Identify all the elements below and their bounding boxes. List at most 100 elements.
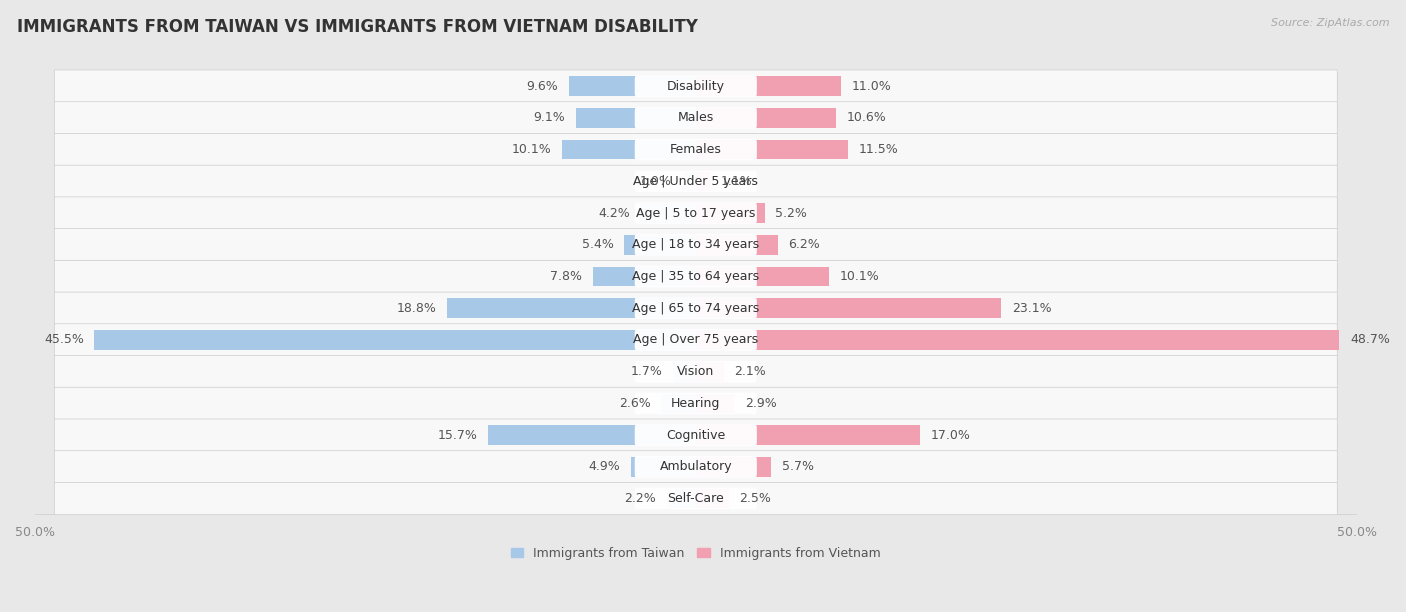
- Bar: [94, 330, 696, 350]
- FancyBboxPatch shape: [55, 229, 1337, 261]
- Text: Hearing: Hearing: [671, 397, 720, 410]
- Text: Cognitive: Cognitive: [666, 428, 725, 442]
- Bar: [696, 140, 848, 160]
- Text: 9.1%: 9.1%: [533, 111, 565, 124]
- Text: 2.1%: 2.1%: [734, 365, 766, 378]
- FancyBboxPatch shape: [55, 197, 1337, 230]
- Text: 2.9%: 2.9%: [745, 397, 776, 410]
- Text: Age | 18 to 34 years: Age | 18 to 34 years: [633, 238, 759, 252]
- Text: 4.2%: 4.2%: [598, 207, 630, 220]
- FancyBboxPatch shape: [634, 393, 756, 414]
- Bar: [624, 235, 696, 255]
- Text: 4.9%: 4.9%: [589, 460, 620, 473]
- Bar: [696, 108, 837, 128]
- FancyBboxPatch shape: [55, 102, 1337, 134]
- Bar: [696, 171, 710, 191]
- Text: 2.2%: 2.2%: [624, 492, 657, 505]
- Text: 17.0%: 17.0%: [931, 428, 972, 442]
- FancyBboxPatch shape: [634, 171, 756, 192]
- FancyBboxPatch shape: [55, 165, 1337, 198]
- Bar: [575, 108, 696, 128]
- Text: 2.5%: 2.5%: [740, 492, 772, 505]
- FancyBboxPatch shape: [55, 133, 1337, 166]
- FancyBboxPatch shape: [634, 297, 756, 319]
- Text: 48.7%: 48.7%: [1350, 334, 1391, 346]
- Bar: [696, 489, 728, 509]
- Bar: [696, 235, 778, 255]
- Text: 11.5%: 11.5%: [858, 143, 898, 156]
- Text: 2.6%: 2.6%: [619, 397, 651, 410]
- Bar: [696, 203, 765, 223]
- Text: IMMIGRANTS FROM TAIWAN VS IMMIGRANTS FROM VIETNAM DISABILITY: IMMIGRANTS FROM TAIWAN VS IMMIGRANTS FRO…: [17, 18, 697, 36]
- Bar: [682, 171, 696, 191]
- FancyBboxPatch shape: [634, 361, 756, 382]
- FancyBboxPatch shape: [55, 70, 1337, 102]
- FancyBboxPatch shape: [55, 292, 1337, 324]
- Text: Age | Under 5 years: Age | Under 5 years: [633, 175, 758, 188]
- Text: Vision: Vision: [678, 365, 714, 378]
- Bar: [696, 362, 724, 381]
- Text: 5.4%: 5.4%: [582, 238, 614, 252]
- FancyBboxPatch shape: [55, 324, 1337, 356]
- FancyBboxPatch shape: [634, 107, 756, 129]
- Text: 11.0%: 11.0%: [852, 80, 891, 92]
- Bar: [696, 299, 1001, 318]
- Bar: [640, 203, 696, 223]
- FancyBboxPatch shape: [55, 450, 1337, 483]
- Bar: [666, 489, 696, 509]
- FancyBboxPatch shape: [55, 356, 1337, 388]
- FancyBboxPatch shape: [634, 488, 756, 509]
- Text: Males: Males: [678, 111, 714, 124]
- Text: 45.5%: 45.5%: [44, 334, 84, 346]
- Text: Age | 5 to 17 years: Age | 5 to 17 years: [636, 207, 755, 220]
- Text: Age | Over 75 years: Age | Over 75 years: [633, 334, 758, 346]
- Bar: [569, 76, 696, 96]
- Text: 10.1%: 10.1%: [512, 143, 551, 156]
- FancyBboxPatch shape: [55, 387, 1337, 420]
- Bar: [696, 394, 734, 413]
- Text: 23.1%: 23.1%: [1012, 302, 1052, 315]
- Text: Age | 65 to 74 years: Age | 65 to 74 years: [633, 302, 759, 315]
- FancyBboxPatch shape: [634, 329, 756, 351]
- Text: Age | 35 to 64 years: Age | 35 to 64 years: [633, 270, 759, 283]
- Text: Disability: Disability: [666, 80, 724, 92]
- Bar: [696, 457, 770, 477]
- Text: 18.8%: 18.8%: [396, 302, 437, 315]
- FancyBboxPatch shape: [55, 419, 1337, 451]
- Text: 7.8%: 7.8%: [550, 270, 582, 283]
- Text: 1.0%: 1.0%: [640, 175, 672, 188]
- Text: 9.6%: 9.6%: [527, 80, 558, 92]
- Text: Self-Care: Self-Care: [668, 492, 724, 505]
- Text: 1.7%: 1.7%: [631, 365, 662, 378]
- FancyBboxPatch shape: [634, 139, 756, 160]
- Bar: [673, 362, 696, 381]
- Text: 1.1%: 1.1%: [721, 175, 752, 188]
- Text: 5.7%: 5.7%: [782, 460, 814, 473]
- Bar: [562, 140, 696, 160]
- Bar: [696, 330, 1340, 350]
- Bar: [631, 457, 696, 477]
- FancyBboxPatch shape: [634, 266, 756, 287]
- Text: 6.2%: 6.2%: [789, 238, 820, 252]
- Bar: [593, 267, 696, 286]
- Text: 15.7%: 15.7%: [437, 428, 478, 442]
- Text: Ambulatory: Ambulatory: [659, 460, 733, 473]
- Text: 10.1%: 10.1%: [839, 270, 880, 283]
- Text: Females: Females: [669, 143, 721, 156]
- Text: 5.2%: 5.2%: [775, 207, 807, 220]
- FancyBboxPatch shape: [55, 482, 1337, 515]
- Bar: [696, 425, 921, 445]
- FancyBboxPatch shape: [634, 456, 756, 478]
- Legend: Immigrants from Taiwan, Immigrants from Vietnam: Immigrants from Taiwan, Immigrants from …: [506, 542, 886, 565]
- Bar: [447, 299, 696, 318]
- FancyBboxPatch shape: [55, 260, 1337, 293]
- Bar: [661, 394, 696, 413]
- FancyBboxPatch shape: [634, 203, 756, 224]
- FancyBboxPatch shape: [634, 234, 756, 256]
- FancyBboxPatch shape: [634, 424, 756, 446]
- FancyBboxPatch shape: [634, 75, 756, 97]
- Bar: [488, 425, 696, 445]
- Text: 10.6%: 10.6%: [846, 111, 886, 124]
- Bar: [696, 76, 841, 96]
- Bar: [696, 267, 830, 286]
